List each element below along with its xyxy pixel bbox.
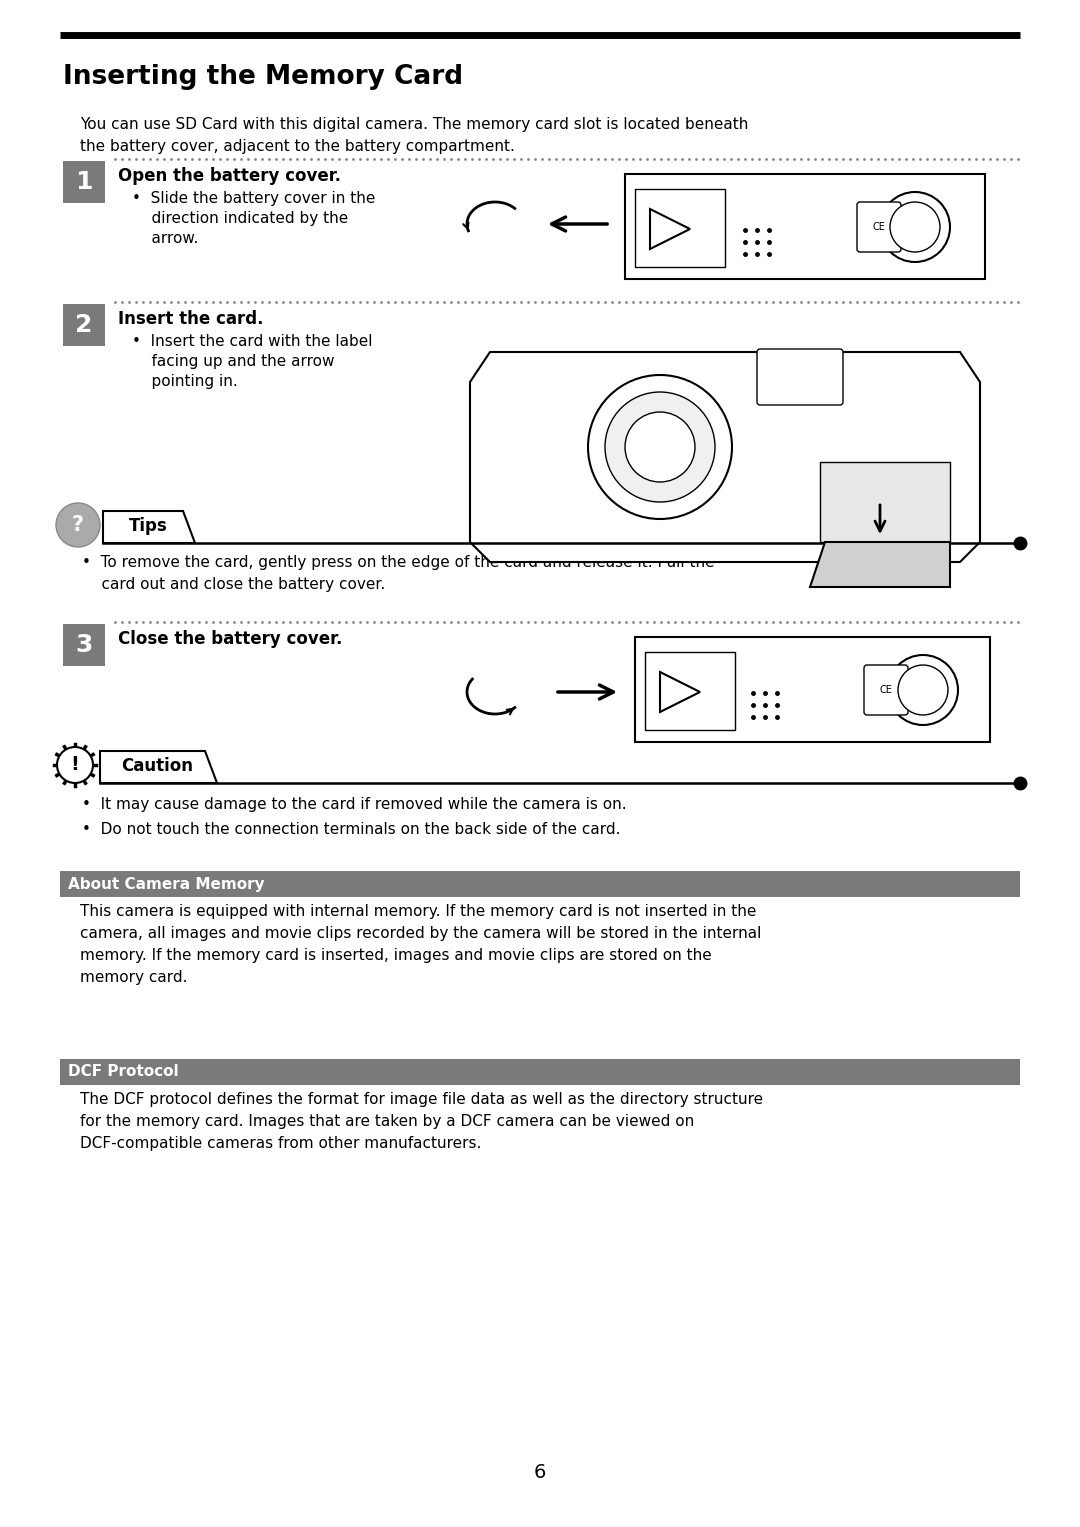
Text: memory card.: memory card.	[80, 970, 188, 985]
Text: 3: 3	[76, 634, 93, 657]
Text: •  Slide the battery cover in the: • Slide the battery cover in the	[132, 191, 376, 206]
FancyBboxPatch shape	[757, 350, 843, 405]
FancyBboxPatch shape	[858, 202, 901, 252]
Text: •  It may cause damage to the card if removed while the camera is on.: • It may cause damage to the card if rem…	[82, 797, 626, 812]
Text: card out and close the battery cover.: card out and close the battery cover.	[82, 577, 386, 592]
Text: the battery cover, adjacent to the battery compartment.: the battery cover, adjacent to the batte…	[80, 139, 515, 154]
Text: DCF-compatible cameras from other manufacturers.: DCF-compatible cameras from other manufa…	[80, 1136, 482, 1151]
FancyBboxPatch shape	[635, 189, 725, 267]
FancyBboxPatch shape	[60, 1060, 1020, 1086]
Circle shape	[56, 502, 100, 547]
FancyBboxPatch shape	[60, 870, 1020, 896]
Circle shape	[625, 412, 696, 483]
FancyBboxPatch shape	[645, 652, 735, 730]
Circle shape	[888, 655, 958, 725]
FancyBboxPatch shape	[625, 174, 985, 279]
Circle shape	[880, 192, 950, 263]
Circle shape	[897, 664, 948, 715]
Polygon shape	[810, 542, 950, 586]
Circle shape	[57, 747, 93, 783]
FancyBboxPatch shape	[63, 625, 105, 666]
Circle shape	[588, 376, 732, 519]
FancyBboxPatch shape	[864, 664, 908, 715]
Text: Close the battery cover.: Close the battery cover.	[118, 631, 342, 647]
Circle shape	[605, 392, 715, 502]
Text: arrow.: arrow.	[132, 231, 199, 246]
FancyBboxPatch shape	[63, 160, 105, 203]
FancyBboxPatch shape	[63, 304, 105, 347]
Text: You can use SD Card with this digital camera. The memory card slot is located be: You can use SD Card with this digital ca…	[80, 118, 748, 131]
Text: The DCF protocol defines the format for image file data as well as the directory: The DCF protocol defines the format for …	[80, 1092, 764, 1107]
Text: facing up and the arrow: facing up and the arrow	[132, 354, 335, 370]
Text: CE: CE	[873, 221, 886, 232]
Text: camera, all images and movie clips recorded by the camera will be stored in the : camera, all images and movie clips recor…	[80, 925, 761, 941]
Text: Tips: Tips	[129, 518, 167, 534]
Text: Caution: Caution	[121, 757, 193, 776]
FancyBboxPatch shape	[635, 637, 990, 742]
Text: 2: 2	[76, 313, 93, 337]
Polygon shape	[100, 751, 217, 783]
Polygon shape	[103, 512, 195, 544]
Text: !: !	[70, 756, 80, 774]
Text: DCF Protocol: DCF Protocol	[68, 1064, 178, 1080]
Text: for the memory card. Images that are taken by a DCF camera can be viewed on: for the memory card. Images that are tak…	[80, 1115, 694, 1128]
Polygon shape	[470, 353, 980, 562]
Text: This camera is equipped with internal memory. If the memory card is not inserted: This camera is equipped with internal me…	[80, 904, 756, 919]
Text: 1: 1	[76, 169, 93, 194]
Text: Inserting the Memory Card: Inserting the Memory Card	[63, 64, 463, 90]
Text: •  Do not touch the connection terminals on the back side of the card.: • Do not touch the connection terminals …	[82, 822, 621, 837]
Text: About Camera Memory: About Camera Memory	[68, 876, 265, 892]
Text: pointing in.: pointing in.	[132, 374, 238, 389]
Text: •  Insert the card with the label: • Insert the card with the label	[132, 334, 373, 350]
Text: 6: 6	[534, 1463, 546, 1481]
FancyBboxPatch shape	[820, 463, 950, 542]
Text: Insert the card.: Insert the card.	[118, 310, 264, 328]
Circle shape	[890, 202, 940, 252]
Text: memory. If the memory card is inserted, images and movie clips are stored on the: memory. If the memory card is inserted, …	[80, 948, 712, 964]
Text: CE: CE	[879, 686, 892, 695]
Text: •  To remove the card, gently press on the edge of the card and release it. Pull: • To remove the card, gently press on th…	[82, 554, 715, 570]
Text: ?: ?	[72, 515, 84, 534]
Text: direction indicated by the: direction indicated by the	[132, 211, 348, 226]
Text: Open the battery cover.: Open the battery cover.	[118, 166, 341, 185]
